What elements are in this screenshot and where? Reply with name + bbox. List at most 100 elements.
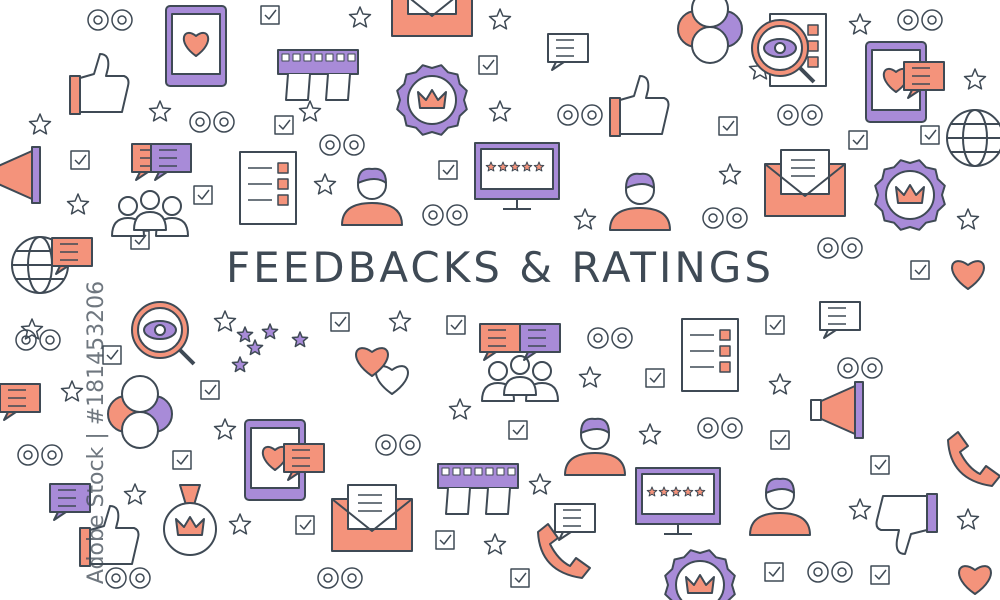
badge-crown-icon [664, 549, 736, 600]
star-icon [313, 173, 337, 195]
checkbox-icon [446, 315, 466, 335]
glasses-icon [697, 417, 743, 439]
magnifier-eye-icon [131, 301, 196, 366]
checklist-icon [239, 151, 297, 225]
glasses-icon [557, 104, 603, 126]
star-icon [28, 113, 52, 135]
team-icon [481, 355, 559, 402]
globe-icon [946, 109, 1000, 167]
star-icon [956, 508, 980, 530]
star-icon [528, 473, 552, 495]
megaphone-icon [0, 146, 41, 204]
star-icon [228, 513, 252, 535]
checkbox-icon [770, 430, 790, 450]
thumbs-down-icon [875, 493, 938, 555]
glasses-icon [422, 204, 468, 226]
checkbox-icon [295, 515, 315, 535]
star-icon [448, 398, 472, 420]
glasses-icon [189, 111, 235, 133]
star-icon [291, 331, 309, 348]
checkbox-icon [645, 368, 665, 388]
glasses-icon [807, 561, 853, 583]
glasses-icon [317, 567, 363, 589]
heart-icon [375, 365, 409, 395]
user-avatar-icon [564, 417, 626, 476]
medal-icon [163, 484, 217, 556]
checkbox-icon [70, 150, 90, 170]
chat-bubble-icon [547, 33, 589, 71]
star-icon [213, 418, 237, 440]
star-icon [638, 423, 662, 445]
heart-icon [951, 260, 985, 290]
star-icon [573, 208, 597, 230]
checkbox-icon [870, 455, 890, 475]
glasses-icon [319, 134, 365, 156]
chat-bubble-icon [0, 383, 41, 421]
checkbox-icon [510, 568, 530, 588]
checkbox-icon [172, 450, 192, 470]
chat-bubble-icon [903, 61, 945, 99]
chat-bubble-icon [479, 323, 521, 361]
chat-bubble-icon [819, 301, 861, 339]
user-avatar-icon [749, 477, 811, 536]
checkbox-icon [438, 160, 458, 180]
user-avatar-icon [341, 167, 403, 226]
chat-bubble-icon [49, 483, 91, 521]
envelope-icon [391, 0, 473, 37]
checkbox-icon [508, 420, 528, 440]
keyboard-icon [277, 49, 359, 101]
star-icon [298, 100, 322, 122]
heart-icon [958, 565, 992, 595]
checkbox-icon [274, 115, 294, 135]
star-icon [148, 100, 172, 122]
star-icon [236, 326, 254, 343]
thumbs-up-icon [79, 505, 140, 567]
monitor-rating-icon [474, 142, 560, 210]
badge-crown-icon [396, 64, 468, 136]
star-icon [60, 380, 84, 402]
star-icon [718, 163, 742, 185]
checkbox-icon [260, 5, 280, 25]
glasses-icon [375, 434, 421, 456]
star-icon [848, 13, 872, 35]
star-icon [348, 6, 372, 28]
star-icon [213, 310, 237, 332]
watermark: Adobe Stock | #181453206 [84, 280, 110, 585]
star-icon [848, 498, 872, 520]
star-icon [956, 208, 980, 230]
checkbox-icon [910, 260, 930, 280]
glasses-icon [702, 207, 748, 229]
glasses-icon [87, 9, 133, 31]
glasses-icon [587, 327, 633, 349]
team-icon [111, 190, 189, 237]
tablet-icon [244, 419, 306, 501]
star-icon [20, 318, 44, 340]
star-icon [488, 100, 512, 122]
banner-title-text: FEEDBACKS & RATINGS [212, 243, 788, 292]
chat-bubble-icon [283, 443, 325, 481]
thumbs-up-icon [609, 75, 670, 137]
badge-crown-icon [874, 159, 946, 231]
checklist-icon [681, 318, 739, 392]
star-icon [246, 339, 264, 356]
chat-bubble-icon [51, 237, 93, 275]
megaphone-icon [810, 381, 864, 439]
phone-icon [537, 523, 591, 579]
chat-bubble-icon [554, 503, 596, 541]
emoji-faces-icon [107, 375, 173, 449]
star-icon [123, 483, 147, 505]
glasses-icon [777, 104, 823, 126]
checkbox-icon [330, 312, 350, 332]
thumbs-up-icon [69, 53, 130, 115]
glasses-icon [897, 9, 943, 31]
star-icon [388, 310, 412, 332]
phone-icon [947, 431, 1000, 487]
banner-title: FEEDBACKS & RATINGS [0, 243, 1000, 292]
tablet-icon [165, 5, 227, 87]
glasses-icon [817, 237, 863, 259]
star-icon [261, 323, 279, 340]
checkbox-icon [870, 565, 890, 585]
envelope-icon [764, 149, 846, 217]
user-avatar-icon [609, 172, 671, 231]
